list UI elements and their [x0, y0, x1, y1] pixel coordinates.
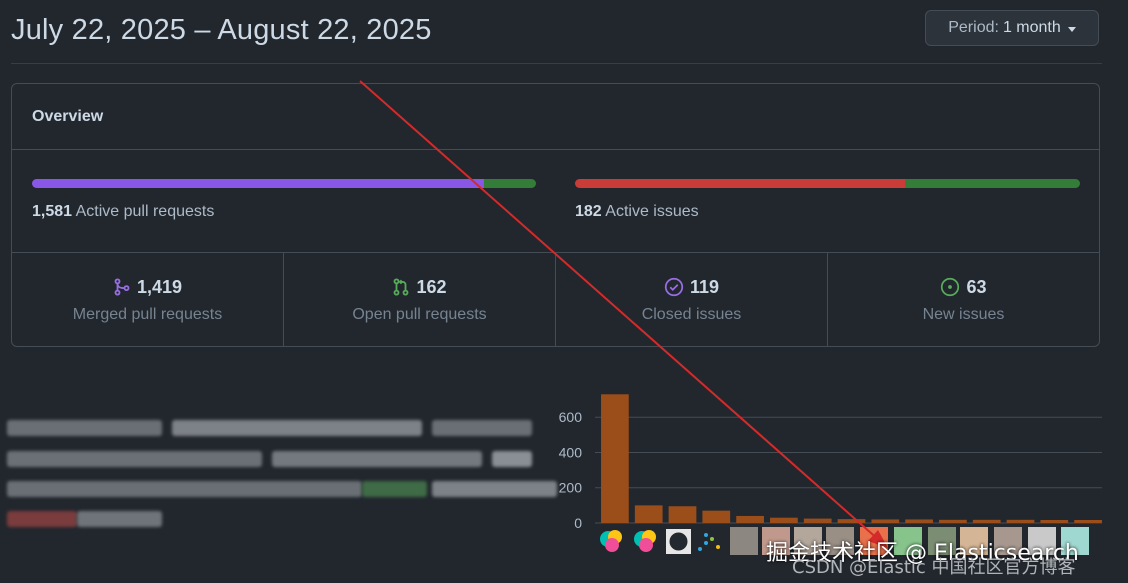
chart-bar: [939, 519, 967, 523]
y-tick-label: 400: [559, 444, 583, 460]
y-tick-label: 0: [574, 515, 582, 531]
chart-bar: [972, 519, 1001, 523]
issue-opened-icon: [941, 277, 960, 297]
caret-down-icon: [1067, 26, 1076, 32]
avatar-redacted: [1061, 527, 1089, 555]
chart-bar: [905, 519, 933, 523]
stat-closed-issues[interactable]: 119 Closed issues: [556, 253, 828, 346]
chart-bar: [871, 519, 900, 523]
watermark-csdn: CSDN @Elastic 中国社区官方博客: [792, 557, 1076, 578]
active-pull-requests-label[interactable]: 1,581 Active pull requests: [32, 203, 214, 221]
open-segment: [484, 179, 536, 188]
stat-value: 119: [689, 276, 720, 297]
chart-bar: [702, 510, 731, 523]
elastic-logo-icon: [634, 530, 656, 552]
stat-label: Merged pull requests: [72, 305, 223, 323]
divider: [11, 63, 1102, 64]
redacted-summary-text: [7, 418, 557, 533]
chart-bar: [803, 518, 832, 523]
pull-request-icon: [394, 278, 409, 296]
merge-icon: [114, 278, 130, 296]
check-circle-icon: [664, 277, 684, 297]
active-pull-requests-text: Active pull requests: [75, 203, 215, 220]
closed-segment: [575, 179, 906, 188]
pull-requests-progress-bar[interactable]: [32, 179, 536, 188]
active-issues-text: Active issues: [605, 203, 699, 220]
merged-segment: [32, 179, 485, 188]
stat-label: New issues: [922, 305, 1005, 323]
active-issues-label[interactable]: 182 Active issues: [575, 203, 699, 221]
chart-bar: [1006, 519, 1035, 523]
watermark-juejin: 掘金技术社区 @ Elasticsearch: [766, 541, 1079, 566]
stats-row: 1,419 Merged pull requests 162 Open pull…: [12, 253, 1099, 346]
chart-bar: [736, 515, 764, 523]
stat-label: Open pull requests: [352, 305, 487, 323]
avatar-redacted: [960, 527, 988, 555]
chart-bar: [668, 506, 697, 523]
avatar-redacted: [730, 527, 758, 555]
chart-bar: [634, 505, 663, 523]
stat-value: 1,419: [136, 276, 183, 297]
stat-value: 162: [416, 276, 447, 297]
avatar-redacted: [994, 527, 1022, 555]
chart-bar: [1040, 520, 1069, 523]
dots-avatar-icon: [698, 533, 720, 551]
issues-progress-bar[interactable]: [575, 179, 1080, 188]
overview-card: Overview 1,581 Active pull requests 182 …: [11, 83, 1100, 347]
active-issues-count: 182: [575, 203, 602, 220]
stat-value: 63: [966, 276, 987, 297]
elastic-logo-icon: [600, 530, 622, 552]
date-range-title: July 22, 2025 – August 22, 2025: [11, 14, 432, 46]
period-label: Period:: [948, 19, 999, 36]
avatar-redacted: [894, 527, 922, 555]
period-dropdown-button[interactable]: Period: 1 month: [925, 10, 1099, 46]
chart-bar: [1074, 520, 1102, 523]
stat-merged-pull-requests[interactable]: 1,419 Merged pull requests: [12, 253, 284, 346]
avatar-redacted: [1028, 527, 1056, 555]
chart-bar: [770, 517, 798, 523]
chart-bar: [837, 519, 866, 523]
activity-bars: 1,581 Active pull requests 182 Active is…: [12, 150, 1099, 253]
active-pull-requests-count: 1,581: [32, 203, 73, 220]
github-logo-icon: [666, 529, 691, 554]
chart-bar: [601, 394, 629, 523]
stat-open-pull-requests[interactable]: 162 Open pull requests: [284, 253, 556, 346]
overview-title: Overview: [12, 84, 1099, 150]
y-tick-label: 600: [559, 409, 583, 425]
stat-new-issues[interactable]: 63 New issues: [828, 253, 1099, 346]
stat-label: Closed issues: [641, 305, 742, 323]
new-segment: [905, 179, 1080, 188]
period-value: 1 month: [1002, 19, 1061, 36]
avatar-redacted: [928, 527, 956, 555]
y-tick-label: 200: [559, 480, 583, 496]
